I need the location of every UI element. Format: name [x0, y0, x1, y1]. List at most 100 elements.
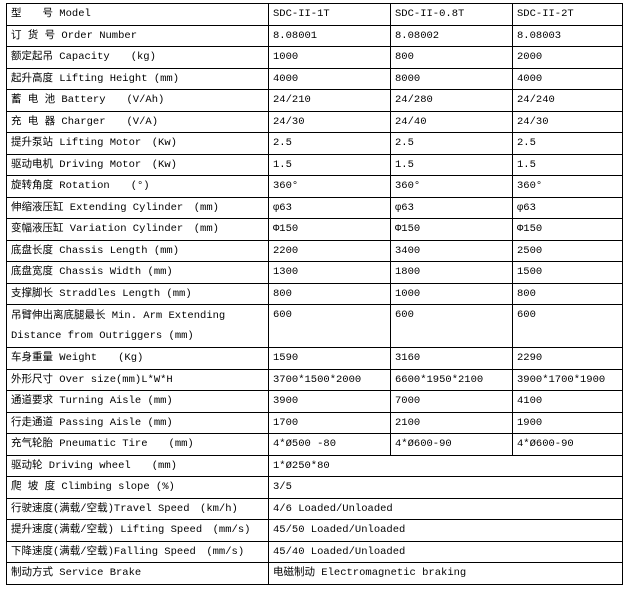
row-label: 下降速度(满载/空载)Falling Speed (mm/s) [6, 540, 269, 563]
cell: 1000 [268, 46, 391, 69]
row-label: 制动方式 Service Brake [6, 562, 269, 585]
cell: 8.08002 [390, 24, 513, 47]
row-label: 底盘长度 Chassis Length (mm) [6, 239, 269, 262]
cell: 800 [512, 282, 623, 305]
cell: 4*Ø500 -80 [268, 433, 391, 456]
cell: 1900 [512, 411, 623, 434]
cell: 2100 [390, 411, 513, 434]
header-row: 型 号 Model SDC-II-1T SDC-II-0.8T SDC-II-2T [6, 3, 623, 26]
cell: 3700*1500*2000 [268, 368, 391, 391]
row-label: 伸缩液压缸 Extending Cylinder (mm) [6, 196, 269, 219]
row-label: 充气轮胎 Pneumatic Tire (mm) [6, 433, 269, 456]
row-label: 外形尺寸 Over size(mm)L*W*H [6, 368, 269, 391]
cell: 1800 [390, 261, 513, 284]
table-row: 提升泵站 Lifting Motor (Kw) 2.5 2.5 2.5 [6, 132, 623, 155]
cell: Φ150 [390, 218, 513, 241]
table-row: 底盘长度 Chassis Length (mm) 2200 3400 2500 [6, 239, 623, 262]
cell: 1500 [512, 261, 623, 284]
cell: φ63 [512, 196, 623, 219]
cell: 600 [512, 304, 623, 348]
cell: 2.5 [512, 132, 623, 155]
row-label: 提升泵站 Lifting Motor (Kw) [6, 132, 269, 155]
cell: Φ150 [512, 218, 623, 241]
cell: 1700 [268, 411, 391, 434]
cell: 2.5 [390, 132, 513, 155]
cell: SDC-II-2T [512, 3, 623, 26]
cell: 7000 [390, 390, 513, 413]
table-row: 变幅液压缸 Variation Cylinder (mm) Φ150 Φ150 Φ15… [6, 218, 623, 241]
cell: 4*Ø600-90 [512, 433, 623, 456]
row-label: 订 货 号 Order Number [6, 24, 269, 47]
row-label: 爬 坡 度 Climbing slope (%) [6, 476, 269, 499]
row-label: 行走通道 Passing Aisle (mm) [6, 411, 269, 434]
cell: 2500 [512, 239, 623, 262]
cell: 1.5 [390, 153, 513, 176]
cell: 4*Ø600-90 [390, 433, 513, 456]
cell: 600 [268, 304, 391, 348]
cell: 电磁制动 Electromagnetic braking [268, 562, 623, 585]
cell: 8.08003 [512, 24, 623, 47]
cell: 1*Ø250*80 [268, 454, 623, 477]
table-row: 下降速度(满载/空载)Falling Speed (mm/s) 45/40 Loa… [6, 540, 623, 563]
cell: 2290 [512, 347, 623, 370]
cell: 3900 [268, 390, 391, 413]
cell: 1.5 [512, 153, 623, 176]
table-row: 旋转角度 Rotation (°) 360° 360° 360° [6, 175, 623, 198]
row-label: 额定起吊 Capacity (kg) [6, 46, 269, 69]
row-label: 驱动轮 Driving wheel (mm) [6, 454, 269, 477]
table-row: 起升高度 Lifting Height (mm) 4000 8000 4000 [6, 67, 623, 90]
row-label: 行驶速度(满载/空载)Travel Speed (km/h) [6, 497, 269, 520]
cell: 360° [390, 175, 513, 198]
cell: 3400 [390, 239, 513, 262]
row-label: 充 电 器 Charger (V/A) [6, 110, 269, 133]
cell: 360° [512, 175, 623, 198]
table-row: 行走通道 Passing Aisle (mm) 1700 2100 1900 [6, 411, 623, 434]
cell: 2.5 [268, 132, 391, 155]
table-row: 额定起吊 Capacity (kg) 1000 800 2000 [6, 46, 623, 69]
cell: 3/5 [268, 476, 623, 499]
row-label: 通道要求 Turning Aisle (mm) [6, 390, 269, 413]
table-row: 吊臂伸出离底腿最长 Min. Arm Extending Distance fr… [6, 304, 623, 348]
row-label: 车身重量 Weight (Kg) [6, 347, 269, 370]
cell: 4000 [268, 67, 391, 90]
row-label: 驱动电机 Driving Motor (Kw) [6, 153, 269, 176]
cell: φ63 [390, 196, 513, 219]
table-row: 通道要求 Turning Aisle (mm) 3900 7000 4100 [6, 390, 623, 413]
cell: 24/280 [390, 89, 513, 112]
row-label: 型 号 Model [6, 3, 269, 26]
table-row: 驱动电机 Driving Motor (Kw) 1.5 1.5 1.5 [6, 153, 623, 176]
cell: 800 [268, 282, 391, 305]
table-row: 外形尺寸 Over size(mm)L*W*H 3700*1500*2000 660… [6, 368, 623, 391]
cell: 360° [268, 175, 391, 198]
cell: SDC-II-0.8T [390, 3, 513, 26]
cell: 1590 [268, 347, 391, 370]
spec-table: 型 号 Model SDC-II-1T SDC-II-0.8T SDC-II-2T 订 … [6, 3, 623, 585]
row-label: 提升速度(满载/空载) Lifting Speed (mm/s) [6, 519, 269, 542]
cell: 45/40 Loaded/Unloaded [268, 540, 623, 563]
table-row: 底盘宽度 Chassis Width (mm) 1300 1800 1500 [6, 261, 623, 284]
cell: 4000 [512, 67, 623, 90]
table-row: 订 货 号 Order Number 8.08001 8.08002 8.08003 [6, 24, 623, 47]
cell: 6600*1950*2100 [390, 368, 513, 391]
row-label: 旋转角度 Rotation (°) [6, 175, 269, 198]
table-row: 提升速度(满载/空载) Lifting Speed (mm/s) 45/50 Lo… [6, 519, 623, 542]
cell: 24/240 [512, 89, 623, 112]
cell: 45/50 Loaded/Unloaded [268, 519, 623, 542]
row-label: 起升高度 Lifting Height (mm) [6, 67, 269, 90]
row-label: 底盘宽度 Chassis Width (mm) [6, 261, 269, 284]
table-row: 制动方式 Service Brake 电磁制动 Electromagnetic b… [6, 562, 623, 585]
table-row: 行驶速度(满载/空载)Travel Speed (km/h) 4/6 Loaded… [6, 497, 623, 520]
cell: 1.5 [268, 153, 391, 176]
table-row: 伸缩液压缸 Extending Cylinder (mm) φ63 φ63 φ63 [6, 196, 623, 219]
table-row: 车身重量 Weight (Kg) 1590 3160 2290 [6, 347, 623, 370]
cell: 1300 [268, 261, 391, 284]
cell: φ63 [268, 196, 391, 219]
table-row: 爬 坡 度 Climbing slope (%) 3/5 [6, 476, 623, 499]
table-row: 驱动轮 Driving wheel (mm) 1*Ø250*80 [6, 454, 623, 477]
cell: 600 [390, 304, 513, 348]
row-label: 蓄 电 池 Battery (V/Ah) [6, 89, 269, 112]
cell: 3160 [390, 347, 513, 370]
cell: 24/40 [390, 110, 513, 133]
cell: 24/30 [512, 110, 623, 133]
